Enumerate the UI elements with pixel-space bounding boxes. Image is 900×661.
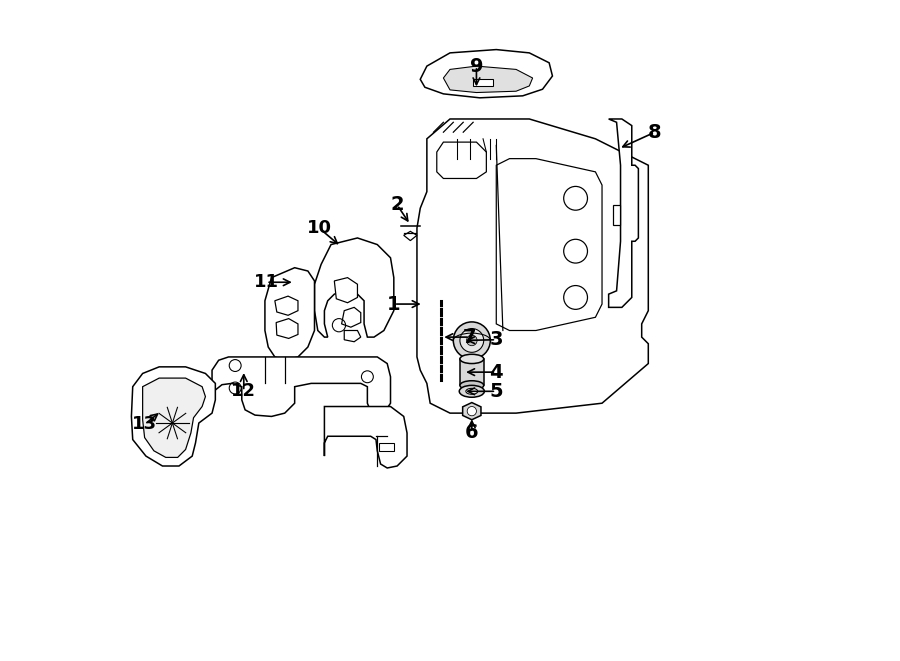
Text: 3: 3 [490,330,503,349]
Text: 6: 6 [465,424,479,442]
Ellipse shape [459,385,484,397]
Text: 10: 10 [307,219,331,237]
Circle shape [454,322,491,359]
Circle shape [466,335,477,346]
Polygon shape [608,119,638,307]
Circle shape [467,407,476,416]
Polygon shape [444,66,533,93]
Polygon shape [436,142,486,178]
Polygon shape [417,119,648,413]
Polygon shape [131,367,215,466]
Polygon shape [276,319,298,338]
Circle shape [460,329,483,352]
Ellipse shape [460,381,483,390]
Text: 8: 8 [648,123,662,141]
Polygon shape [613,205,620,225]
Polygon shape [420,50,553,98]
Text: 2: 2 [391,196,404,214]
Polygon shape [314,238,394,337]
Polygon shape [342,307,361,327]
Polygon shape [344,330,361,342]
Text: 11: 11 [254,273,279,292]
Polygon shape [460,359,483,385]
Polygon shape [404,231,417,241]
Text: 9: 9 [470,57,483,75]
Polygon shape [334,278,357,303]
Polygon shape [274,296,298,315]
Text: 12: 12 [231,382,256,401]
Text: 4: 4 [490,363,503,381]
Ellipse shape [460,354,483,364]
Text: 13: 13 [132,415,157,434]
Polygon shape [324,407,407,468]
Text: 5: 5 [490,382,503,401]
Polygon shape [473,79,493,86]
Polygon shape [142,378,205,457]
Text: 1: 1 [387,295,400,313]
Text: 7: 7 [464,328,477,346]
Polygon shape [496,159,602,330]
Ellipse shape [466,389,478,394]
Polygon shape [212,357,391,416]
Polygon shape [265,268,314,360]
Polygon shape [463,403,481,420]
